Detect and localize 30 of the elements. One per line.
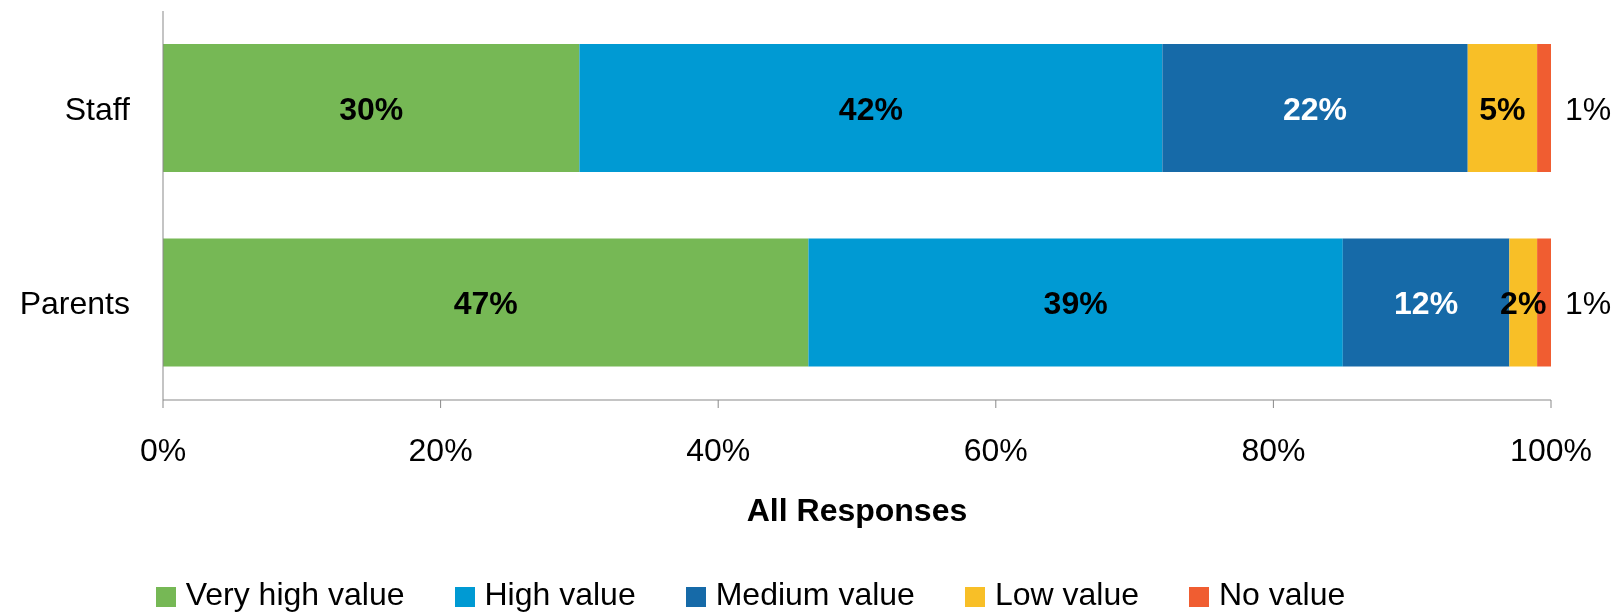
bar (1162, 44, 1468, 173)
bar (1537, 44, 1551, 173)
bar (163, 238, 809, 367)
legend-label: Very high value (185, 576, 405, 612)
legend-label: High value (484, 576, 636, 612)
x-tick-label: 0% (139, 431, 187, 468)
x-tick-label: 40% (686, 431, 751, 468)
y-tick-label: Staff (64, 90, 131, 127)
data-label: 12% (1394, 285, 1459, 322)
y-tick-label: Parents (19, 285, 130, 322)
data-label: 1% (1565, 90, 1612, 127)
legend-label: Medium value (715, 576, 915, 612)
bar (808, 238, 1343, 367)
data-label: 42% (838, 90, 903, 127)
data-label: 30% (339, 90, 404, 127)
data-label: 47% (453, 285, 518, 322)
data-label: 1% (1565, 285, 1612, 322)
data-label: 5% (1479, 90, 1526, 127)
x-tick-label: 20% (408, 431, 473, 468)
legend-label: No value (1219, 576, 1346, 612)
bar (1467, 44, 1538, 173)
bar (163, 44, 580, 173)
x-axis-title: All Responses (746, 492, 968, 528)
x-tick-label: 60% (963, 431, 1028, 468)
x-tick-label: 80% (1241, 431, 1306, 468)
data-label: 22% (1283, 90, 1348, 127)
x-tick-label: 100% (1510, 431, 1592, 468)
legend-label: Low value (994, 576, 1139, 612)
bar (579, 44, 1163, 173)
data-label: 39% (1043, 285, 1108, 322)
